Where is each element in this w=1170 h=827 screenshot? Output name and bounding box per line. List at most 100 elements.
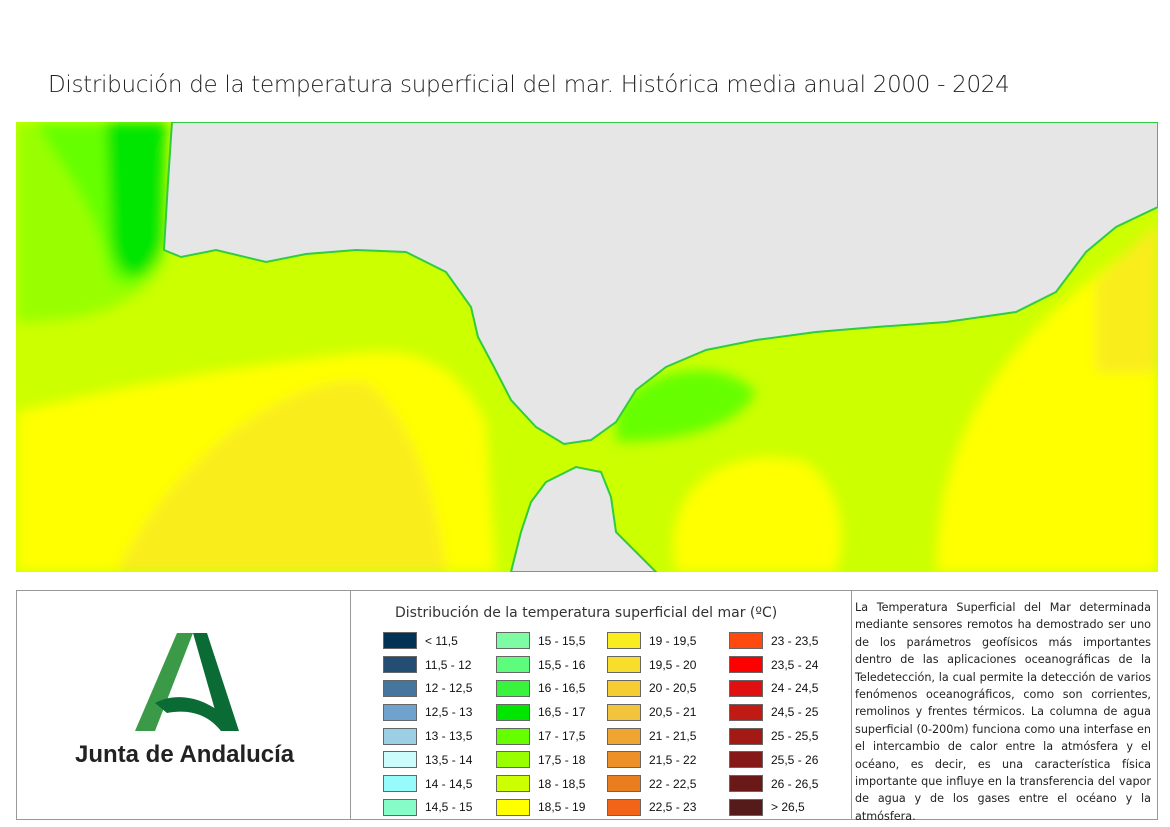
legend-label: 25 - 25,5 (771, 729, 819, 744)
legend-label: 17,5 - 18 (538, 752, 586, 767)
sea-zone-alboran-warm (672, 456, 842, 572)
legend-item: 25 - 25,5 (729, 724, 818, 748)
legend-swatch (383, 751, 417, 769)
legend-swatch (607, 727, 641, 745)
legend-label: 16 - 16,5 (538, 681, 586, 696)
legend-swatch (607, 703, 641, 721)
legend-title: Distribución de la temperatura superfici… (395, 605, 778, 621)
legend-item: 20 - 20,5 (607, 677, 696, 701)
legend-label: 15 - 15,5 (538, 633, 586, 648)
legend-item: 18 - 18,5 (496, 772, 585, 796)
legend-swatch (383, 703, 417, 721)
legend-item: 24 - 24,5 (729, 677, 818, 701)
legend-item: 24,5 - 25 (729, 700, 818, 724)
legend-column: 15 - 15,5 15,5 - 16 16 - 16,5 16,5 - 17 17 -… (496, 629, 585, 819)
legend-swatch (729, 727, 763, 745)
legend-item: 13 - 13,5 (383, 724, 472, 748)
legend-column: 23 - 23,5 23,5 - 24 24 - 24,5 24,5 - 25 25 -… (729, 629, 818, 819)
legend-label: 14 - 14,5 (425, 776, 473, 791)
legend-item: 11,5 - 12 (383, 653, 472, 677)
legend-item: 12 - 12,5 (383, 677, 472, 701)
legend-swatch (383, 727, 417, 745)
legend-label: 24,5 - 25 (771, 705, 819, 720)
legend-label: 26 - 26,5 (771, 776, 819, 791)
legend-swatch (383, 798, 417, 816)
land-iberia (162, 122, 1158, 446)
junta-de-andalucia-logo: Junta de Andalucía (17, 591, 351, 819)
legend-swatch (607, 656, 641, 674)
legend-item: 14 - 14,5 (383, 772, 472, 796)
legend-swatch (729, 751, 763, 769)
sea-zone-green-cold (106, 122, 166, 276)
legend-label: 21,5 - 22 (649, 752, 697, 767)
legend-item: 13,5 - 14 (383, 748, 472, 772)
legend-swatch (496, 703, 530, 721)
legend-item: > 26,5 (729, 796, 818, 820)
legend-swatch (729, 775, 763, 793)
legend-label: 14,5 - 15 (425, 800, 473, 815)
legend-item: 19,5 - 20 (607, 653, 696, 677)
sea-temperature-map (16, 122, 1158, 572)
legend-label: 20,5 - 21 (649, 705, 697, 720)
legend-swatch (729, 632, 763, 650)
logo-a-mark-icon (135, 633, 239, 731)
legend-item: 16,5 - 17 (496, 700, 585, 724)
legend-swatch (496, 679, 530, 697)
legend-item: 15 - 15,5 (496, 629, 585, 653)
legend-label: 19,5 - 20 (649, 657, 697, 672)
legend: Distribución de la temperatura superfici… (351, 591, 852, 819)
legend-swatch (496, 751, 530, 769)
legend-item: 12,5 - 13 (383, 700, 472, 724)
legend-label: 23 - 23,5 (771, 633, 819, 648)
land-africa (509, 465, 658, 572)
legend-item: 25,5 - 26 (729, 748, 818, 772)
sea-zone-east-far (1096, 222, 1158, 372)
legend-label: 24 - 24,5 (771, 681, 819, 696)
legend-item: 21,5 - 22 (607, 748, 696, 772)
legend-label: 16,5 - 17 (538, 705, 586, 720)
legend-item: 23,5 - 24 (729, 653, 818, 677)
sea-zone-warmer-southwest (116, 381, 446, 572)
page-title: Distribución de la temperatura superfici… (48, 72, 1010, 98)
legend-item: 17,5 - 18 (496, 748, 585, 772)
legend-label: 12,5 - 13 (425, 705, 473, 720)
legend-swatch (383, 656, 417, 674)
legend-label: 21 - 21,5 (649, 729, 697, 744)
info-panel: Junta de Andalucía Distribución de la te… (16, 590, 1158, 823)
legend-label: > 26,5 (771, 800, 805, 815)
legend-label: 23,5 - 24 (771, 657, 819, 672)
legend-swatch (496, 727, 530, 745)
legend-item: 21 - 21,5 (607, 724, 696, 748)
legend-label: 22,5 - 23 (649, 800, 697, 815)
legend-swatch (496, 775, 530, 793)
legend-item: 26 - 26,5 (729, 772, 818, 796)
legend-item: 18,5 - 19 (496, 796, 585, 820)
legend-label: 20 - 20,5 (649, 681, 697, 696)
legend-swatch (383, 679, 417, 697)
legend-label: 18,5 - 19 (538, 800, 586, 815)
legend-item: 16 - 16,5 (496, 677, 585, 701)
legend-swatch (607, 632, 641, 650)
legend-column: < 11,5 11,5 - 12 12 - 12,5 12,5 - 13 13 - 13… (383, 629, 472, 819)
legend-label: 13 - 13,5 (425, 729, 473, 744)
legend-swatch (383, 775, 417, 793)
legend-label: 12 - 12,5 (425, 681, 473, 696)
legend-item: 22,5 - 23 (607, 796, 696, 820)
legend-label: 17 - 17,5 (538, 729, 586, 744)
legend-item: 22 - 22,5 (607, 772, 696, 796)
legend-item: < 11,5 (383, 629, 472, 653)
legend-swatch (496, 656, 530, 674)
legend-swatch (496, 798, 530, 816)
legend-swatch (607, 679, 641, 697)
legend-label: < 11,5 (425, 633, 458, 648)
description-text: La Temperatura Superficial del Mar deter… (855, 601, 1151, 823)
legend-swatch (607, 775, 641, 793)
legend-swatch (729, 703, 763, 721)
legend-swatch (607, 751, 641, 769)
legend-label: 13,5 - 14 (425, 752, 473, 767)
legend-item: 23 - 23,5 (729, 629, 818, 653)
legend-item: 17 - 17,5 (496, 724, 585, 748)
legend-swatch (729, 798, 763, 816)
legend-label: 15,5 - 16 (538, 657, 586, 672)
